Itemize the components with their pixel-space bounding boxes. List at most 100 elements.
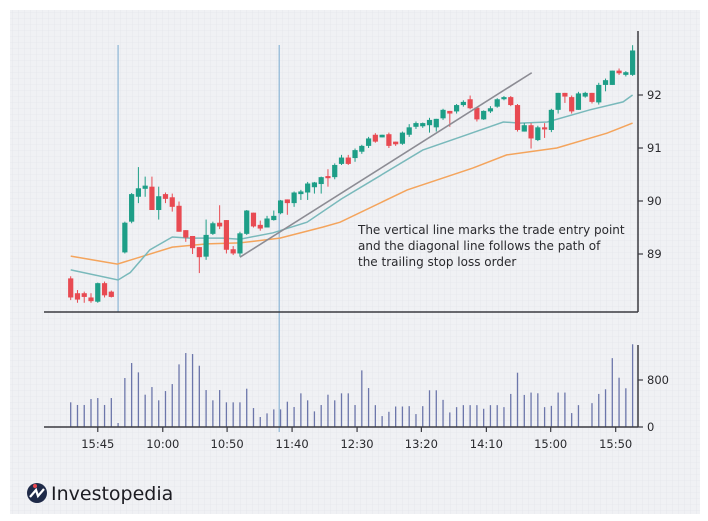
candle-body — [129, 194, 135, 222]
price-tick-label: 89 — [647, 247, 662, 261]
candle-up — [575, 91, 582, 110]
investopedia-logo: Investopedia — [27, 483, 173, 505]
candle-up — [399, 131, 406, 145]
logo-text: Investopedia — [51, 483, 173, 505]
candle-down — [393, 141, 399, 146]
candle-body — [230, 249, 236, 254]
volume-ticks: 800 0 — [638, 373, 669, 434]
candle-up — [122, 221, 128, 254]
candle-body — [277, 200, 284, 214]
candle-down — [189, 235, 196, 254]
candle-down — [230, 246, 236, 256]
annotation-line-2: and the diagonal line follows the path o… — [358, 239, 601, 253]
candle-body — [630, 50, 636, 75]
candle-body — [135, 188, 141, 197]
candle-body — [548, 109, 554, 130]
candle-body — [528, 125, 534, 139]
candle-up — [487, 106, 494, 114]
candle-up — [318, 176, 324, 194]
candle-up — [535, 125, 541, 142]
candle-down — [589, 92, 595, 104]
candle-up — [203, 219, 209, 260]
candle-body — [508, 97, 514, 106]
candle-up — [406, 124, 412, 137]
candle-up — [277, 199, 284, 215]
time-ticks: 15:45 10:00 10:50 11:40 12:30 13:20 14:10 15:00… — [81, 427, 632, 451]
candle-up — [271, 210, 277, 221]
candle-down — [372, 133, 378, 143]
time-tick-label: 15:50 — [599, 437, 632, 451]
candle-up — [244, 210, 250, 235]
candle-down — [562, 92, 568, 103]
candle-up — [609, 70, 615, 85]
candle-body — [487, 108, 494, 112]
candle-down — [467, 95, 473, 110]
annotation-line-3: the trailing stop loss order — [358, 255, 516, 269]
candle-body — [68, 278, 74, 298]
candle-body — [149, 186, 155, 211]
candle-body — [244, 210, 250, 234]
candle-body — [555, 92, 561, 110]
price-tick-label: 90 — [647, 194, 662, 208]
candle-body — [176, 205, 182, 232]
candle-body — [589, 92, 595, 102]
candle-down — [514, 104, 521, 132]
candle-body — [298, 191, 304, 195]
candle-body — [122, 222, 128, 253]
candle-up — [264, 215, 270, 228]
candle-body — [514, 105, 521, 130]
candle-body — [420, 123, 426, 127]
candle-down — [616, 68, 622, 75]
candle-body — [305, 183, 311, 193]
candle-body — [95, 283, 101, 302]
candle-body — [413, 123, 419, 127]
candle-body — [203, 234, 209, 257]
candle-up — [305, 181, 311, 200]
candle-body — [379, 134, 385, 138]
moving-averages — [70, 94, 634, 281]
trailing-stop-line — [239, 72, 533, 258]
candle-body — [453, 105, 460, 112]
candle-down — [88, 293, 94, 303]
candle-up — [494, 98, 500, 108]
time-tick-label: 11:40 — [276, 437, 309, 451]
candle-body — [291, 192, 297, 204]
candle-body — [467, 99, 473, 109]
candle-body — [318, 177, 324, 185]
candle-up — [548, 108, 554, 133]
candle-body — [257, 224, 263, 229]
candle-up — [602, 78, 609, 92]
candle-body — [74, 293, 81, 300]
candle-body — [352, 150, 358, 159]
candle-down — [345, 154, 351, 165]
candle-up — [433, 118, 439, 132]
candle-body — [81, 293, 87, 297]
candle-body — [156, 196, 162, 211]
candle-down — [542, 123, 548, 138]
candle-body — [481, 110, 487, 120]
candle-down — [74, 290, 81, 303]
candle-body — [217, 222, 223, 227]
candle-up — [359, 144, 365, 154]
candle-down — [284, 199, 290, 215]
candle-body — [393, 141, 399, 145]
candle-body — [210, 223, 216, 234]
price-tick-label: 91 — [647, 141, 662, 155]
candle-up — [135, 167, 141, 204]
fast-moving-average-line — [70, 94, 634, 281]
candle-down — [223, 220, 230, 254]
candle-up — [501, 96, 507, 101]
candle-body — [616, 70, 622, 74]
candle-up — [460, 100, 466, 107]
candle-down — [176, 201, 182, 232]
candle-down — [386, 132, 392, 148]
candle-up — [420, 122, 426, 128]
candle-body — [426, 119, 433, 126]
candle-body — [542, 127, 548, 130]
candle-body — [609, 70, 615, 85]
candle-down — [149, 176, 155, 211]
candle-body — [88, 297, 94, 302]
candle-down — [325, 169, 331, 187]
candle-body — [494, 99, 500, 107]
